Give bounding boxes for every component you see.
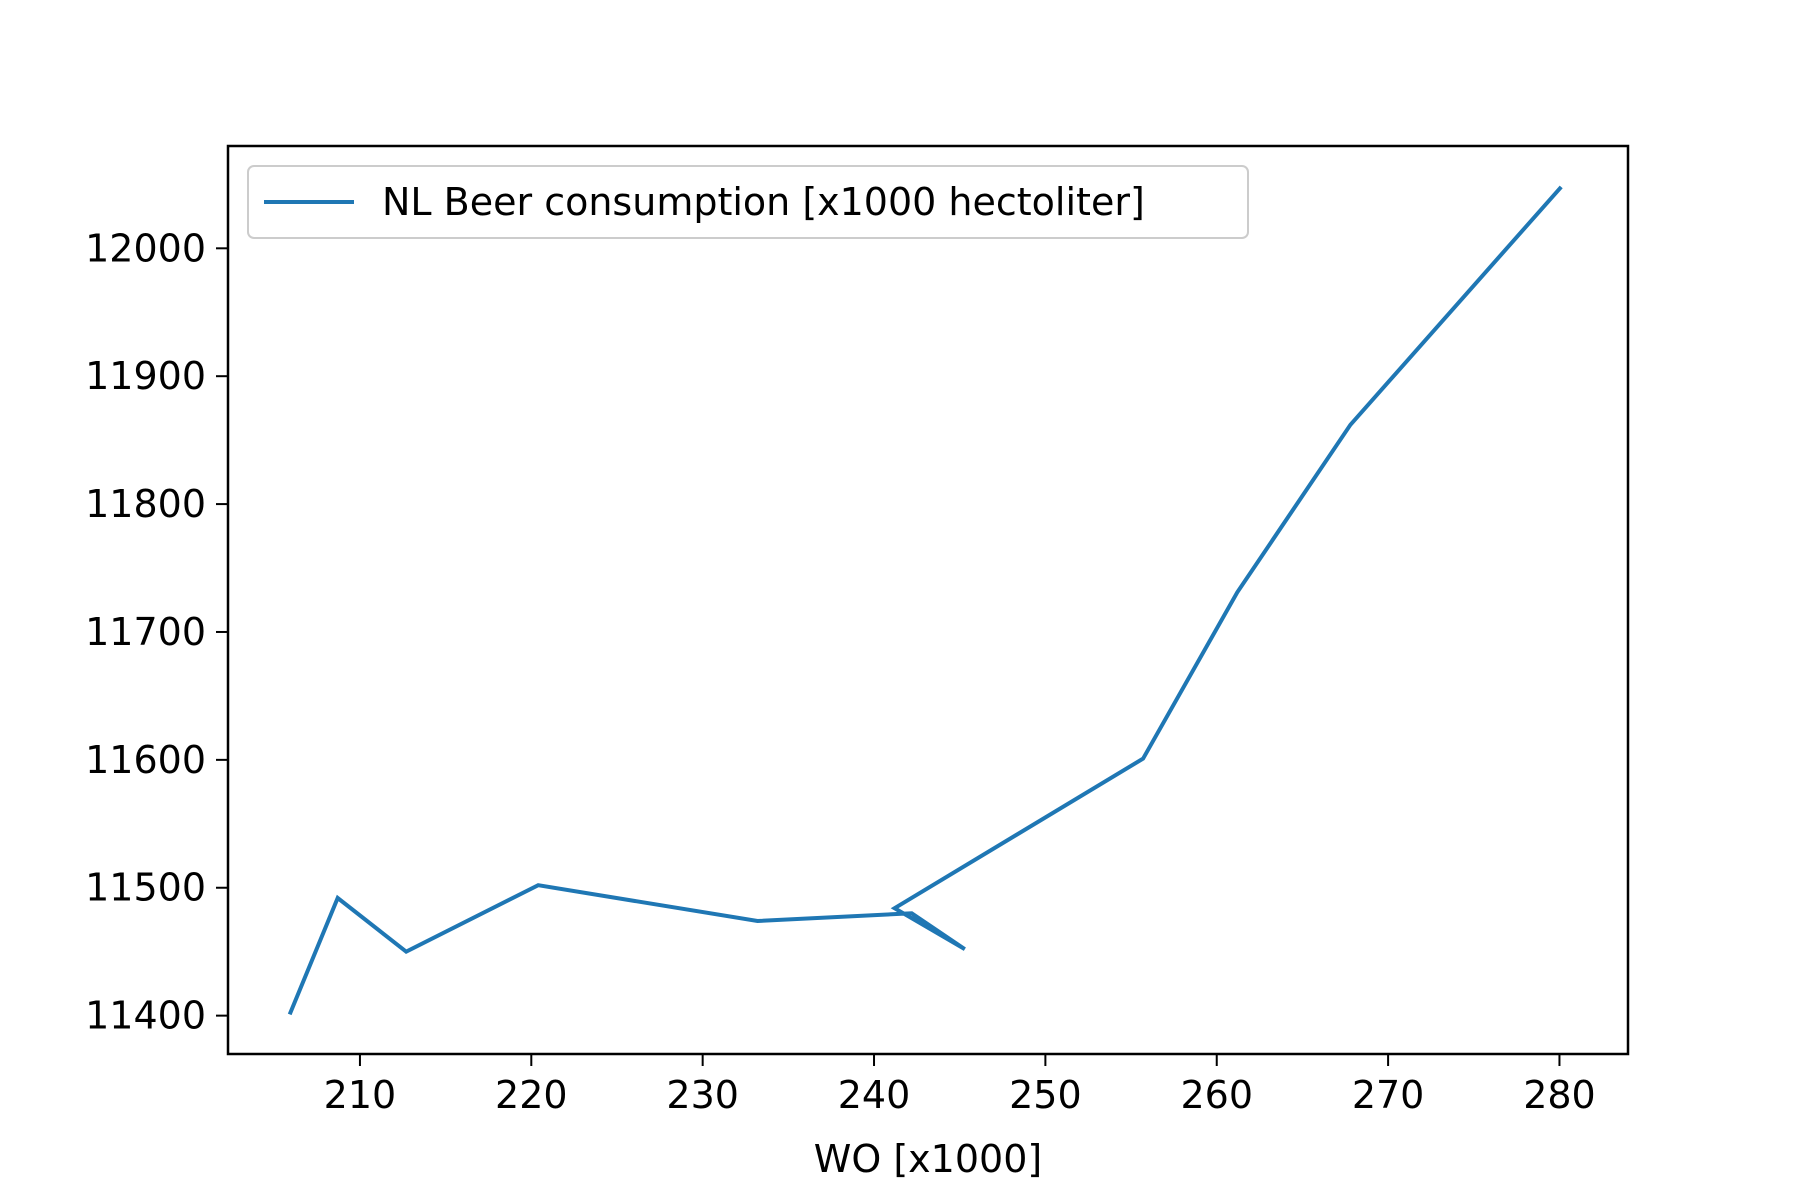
y-tick-label: 11600	[85, 738, 206, 782]
x-tick-label: 240	[838, 1073, 911, 1117]
x-axis-label: WO [x1000]	[814, 1137, 1042, 1181]
y-tick-label: 11400	[85, 994, 206, 1038]
legend-box	[247, 165, 1249, 239]
legend-entry-label: NL Beer consumption [x1000 hectoliter]	[382, 180, 1145, 224]
x-tick-label: 230	[666, 1073, 739, 1117]
x-axis: 210 220 230 240 250 260 270 280	[324, 1054, 1596, 1117]
x-tick-label: 220	[495, 1073, 568, 1117]
x-tick-label: 270	[1352, 1073, 1425, 1117]
x-tick-label: 250	[1009, 1073, 1082, 1117]
series-layer	[287, 185, 1563, 1016]
series-line-0	[287, 185, 1563, 1016]
y-tick-label: 11700	[85, 610, 206, 654]
legend: NL Beer consumption [x1000 hectoliter]	[247, 165, 1249, 239]
y-tick-label: 11800	[85, 482, 206, 526]
y-tick-label: 11500	[85, 866, 206, 910]
x-tick-label: 260	[1180, 1073, 1253, 1117]
x-tick-label: 210	[324, 1073, 397, 1117]
plot-frame	[226, 144, 1630, 1056]
y-tick-label: 11900	[85, 354, 206, 398]
y-axis: 11400 11500 11600 11700 11800 11900 12000	[85, 226, 228, 1038]
x-tick-label: 280	[1523, 1073, 1596, 1117]
y-tick-label: 12000	[85, 226, 206, 270]
